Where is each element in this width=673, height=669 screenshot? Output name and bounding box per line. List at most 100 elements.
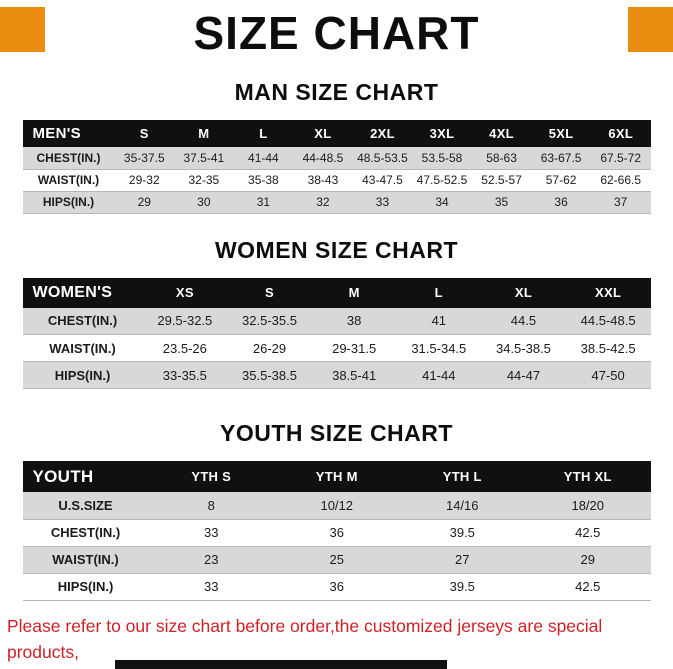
value-cell: 36 [274, 519, 400, 547]
value-cell: 35-38 [233, 169, 294, 192]
size-header-cell: L [233, 120, 294, 147]
value-cell: 14/16 [399, 492, 525, 520]
value-cell: 31 [233, 191, 294, 214]
size-header-cell: 5XL [531, 120, 591, 147]
value-cell: 33 [352, 191, 413, 214]
value-cell: 35 [471, 191, 532, 214]
size-header-cell: 2XL [352, 120, 413, 147]
table-row: CHEST(IN.) 35-37.5 37.5-41 41-44 44-48.5 48.5… [22, 147, 651, 170]
value-cell: 26-29 [227, 334, 312, 362]
value-cell: 18/20 [525, 492, 651, 520]
value-cell: 43-47.5 [352, 169, 413, 192]
value-cell: 41-44 [396, 361, 482, 389]
table-row: WAIST(IN.) 23 25 27 29 [22, 546, 651, 574]
size-header-cell: XS [142, 277, 228, 308]
size-header-cell: YTH XL [525, 461, 651, 492]
value-cell: 30 [174, 191, 234, 214]
value-cell: 33-35.5 [142, 361, 228, 389]
value-cell: 31.5-34.5 [396, 334, 482, 362]
man-section-title: MAN SIZE CHART [234, 79, 439, 105]
youth-section-title: YOUTH SIZE CHART [220, 420, 453, 446]
value-cell: 39.5 [399, 519, 525, 547]
table-title-cell: WOMEN'S [22, 277, 143, 308]
size-header-cell: 6XL [590, 120, 651, 147]
size-header-cell: YTH L [399, 461, 525, 492]
size-header-cell: M [174, 120, 234, 147]
title-banner: SIZE CHART [0, 0, 673, 62]
footer-line-1: Please refer to our size chart before or… [7, 615, 603, 662]
table-title-cell: MEN'S [22, 120, 115, 147]
value-cell: 38.5-41 [311, 361, 397, 389]
bottom-bar-decoration [115, 660, 447, 669]
value-cell: 33 [148, 519, 274, 547]
row-label-cell: WAIST(IN.) [22, 169, 115, 192]
header-row: MEN'S S M L XL 2XL 3XL 4XL 5XL 6XL [22, 120, 651, 147]
value-cell: 38-43 [293, 169, 353, 192]
value-cell: 67.5-72 [590, 147, 651, 170]
header-row: YOUTH YTH S YTH M YTH L YTH XL [22, 461, 651, 492]
value-cell: 27 [399, 546, 525, 574]
table-row: WAIST(IN.) 29-32 32-35 35-38 38-43 43-47.5 47.… [22, 169, 651, 192]
size-header-cell: XXL [565, 277, 651, 308]
page-title: SIZE CHART [193, 7, 480, 59]
value-cell: 8 [148, 492, 274, 520]
value-cell: 35.5-38.5 [227, 361, 312, 389]
value-cell: 32.5-35.5 [227, 307, 312, 335]
value-cell: 48.5-53.5 [352, 147, 413, 170]
value-cell: 41 [396, 307, 482, 335]
value-cell: 29-31.5 [311, 334, 397, 362]
value-cell: 36 [274, 573, 400, 601]
table-row: HIPS(IN.) 29 30 31 32 33 34 35 36 37 [22, 191, 651, 214]
value-cell: 47-50 [565, 361, 651, 389]
value-cell: 23 [148, 546, 274, 574]
value-cell: 52.5-57 [471, 169, 532, 192]
value-cell: 34 [412, 191, 472, 214]
size-header-cell: YTH M [274, 461, 400, 492]
size-header-cell: L [396, 277, 482, 308]
value-cell: 29 [525, 546, 651, 574]
value-cell: 32 [293, 191, 353, 214]
value-cell: 44-48.5 [293, 147, 353, 170]
row-label-cell: WAIST(IN.) [22, 334, 143, 362]
table-row: U.S.SIZE 8 10/12 14/16 18/20 [22, 492, 651, 520]
size-header-cell: 4XL [471, 120, 532, 147]
value-cell: 36 [531, 191, 591, 214]
table-row: WAIST(IN.) 23.5-26 26-29 29-31.5 31.5-34.5 34… [22, 334, 651, 362]
row-label-cell: HIPS(IN.) [22, 361, 143, 389]
value-cell: 32-35 [174, 169, 234, 192]
value-cell: 34.5-38.5 [481, 334, 566, 362]
value-cell: 29-32 [114, 169, 175, 192]
table-row: HIPS(IN.) 33-35.5 35.5-38.5 38.5-41 41-44 44-… [22, 361, 651, 389]
accent-square-right [628, 7, 673, 52]
row-label-cell: CHEST(IN.) [22, 519, 149, 547]
value-cell: 25 [274, 546, 400, 574]
size-header-cell: XL [293, 120, 353, 147]
table-row: CHEST(IN.) 33 36 39.5 42.5 [22, 519, 651, 547]
value-cell: 23.5-26 [142, 334, 228, 362]
row-label-cell: CHEST(IN.) [22, 307, 143, 335]
value-cell: 38 [311, 307, 397, 335]
value-cell: 58-63 [471, 147, 532, 170]
size-header-cell: S [227, 277, 312, 308]
value-cell: 29 [114, 191, 175, 214]
header-row: WOMEN'S XS S M L XL XXL [22, 277, 651, 308]
value-cell: 41-44 [233, 147, 294, 170]
women-section-title: WOMEN SIZE CHART [214, 236, 459, 263]
value-cell: 63-67.5 [531, 147, 591, 170]
row-label-cell: WAIST(IN.) [22, 546, 149, 574]
size-header-cell: 3XL [412, 120, 472, 147]
size-header-cell: XL [481, 277, 566, 308]
value-cell: 10/12 [274, 492, 400, 520]
value-cell: 47.5-52.5 [412, 169, 472, 192]
value-cell: 57-62 [531, 169, 591, 192]
value-cell: 33 [148, 573, 274, 601]
row-label-cell: U.S.SIZE [22, 492, 149, 520]
value-cell: 42.5 [525, 573, 651, 601]
value-cell: 37 [590, 191, 651, 214]
value-cell: 35-37.5 [114, 147, 175, 170]
accent-square-left [0, 7, 45, 52]
value-cell: 53.5-58 [412, 147, 472, 170]
value-cell: 62-66.5 [590, 169, 651, 192]
value-cell: 29.5-32.5 [142, 307, 228, 335]
